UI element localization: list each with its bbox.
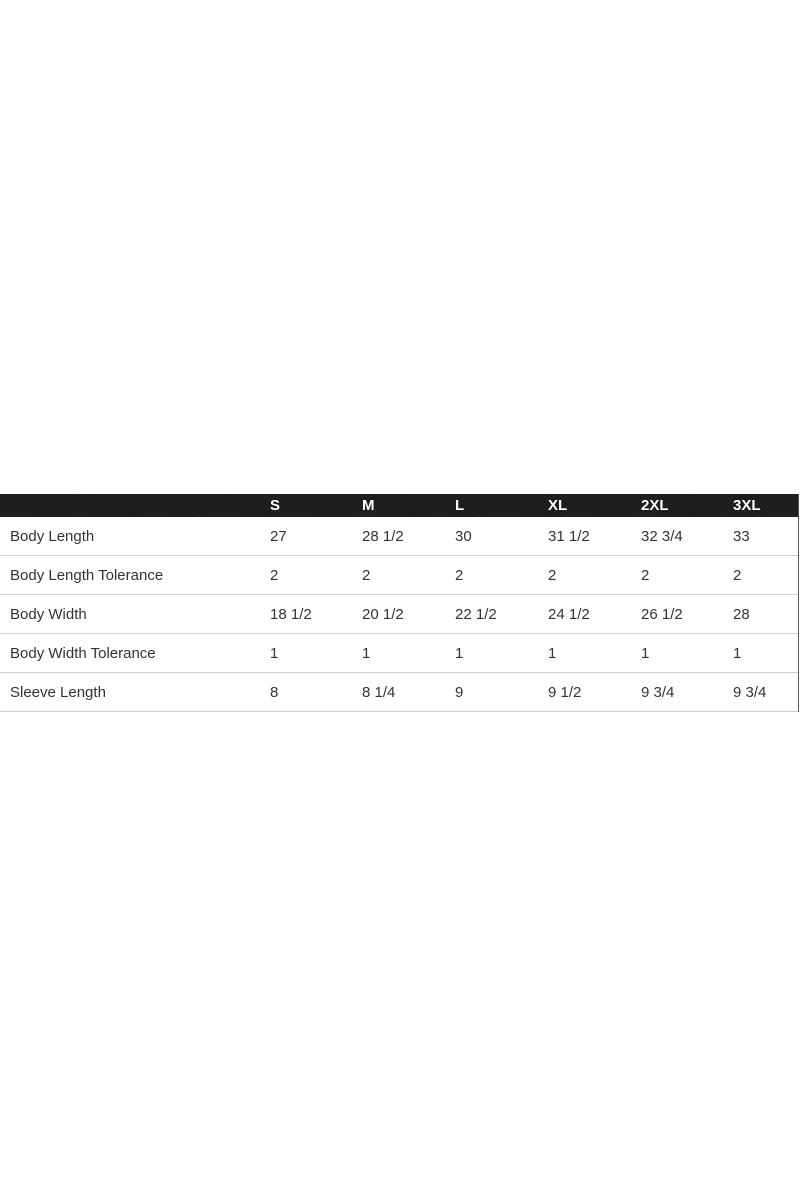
cell-value: 1 xyxy=(548,645,557,662)
cell-value: 1 xyxy=(362,645,371,662)
cell-value: 2 xyxy=(455,567,464,584)
cell-value: 27 xyxy=(270,528,287,545)
cell-value: 2 xyxy=(362,567,371,584)
cell-value: 1 xyxy=(733,645,742,662)
row-label: Body Width xyxy=(10,606,87,623)
table-row: Body Length 27 28 1/2 30 31 1/2 32 3/4 33 xyxy=(0,517,798,556)
table-row: Sleeve Length 8 8 1/4 9 9 1/2 9 3/4 9 3/4 xyxy=(0,673,798,712)
row-label: Body Length xyxy=(10,528,95,545)
table-row: Body Length Tolerance 2 2 2 2 2 2 xyxy=(0,556,798,595)
table-row: Body Width 18 1/2 20 1/2 22 1/2 24 1/2 26 1/2… xyxy=(0,595,798,634)
header-size-xl: XL xyxy=(548,497,568,514)
cell-value: 1 xyxy=(270,645,279,662)
cell-value: 32 3/4 xyxy=(641,528,683,545)
cell-value: 20 1/2 xyxy=(362,606,404,623)
table-header: S M L XL 2XL 3XL xyxy=(0,494,798,517)
cell-value: 22 1/2 xyxy=(455,606,497,623)
cell-value: 33 xyxy=(733,528,750,545)
cell-value: 24 1/2 xyxy=(548,606,590,623)
header-size-3xl: 3XL xyxy=(733,497,761,514)
size-chart-table: S M L XL 2XL 3XL Body Length 27 28 1/2 30 31 1/2 3… xyxy=(0,494,799,712)
cell-value: 28 xyxy=(733,606,750,623)
cell-value: 30 xyxy=(455,528,472,545)
cell-value: 1 xyxy=(641,645,650,662)
cell-value: 8 1/4 xyxy=(362,684,396,701)
cell-value: 9 3/4 xyxy=(733,684,767,701)
row-label: Body Width Tolerance xyxy=(10,645,156,662)
cell-value: 2 xyxy=(641,567,650,584)
cell-value: 26 1/2 xyxy=(641,606,683,623)
header-size-l: L xyxy=(455,497,465,514)
row-label: Body Length Tolerance xyxy=(10,567,164,584)
cell-value: 9 1/2 xyxy=(548,684,582,701)
cell-value: 2 xyxy=(733,567,742,584)
cell-value: 18 1/2 xyxy=(270,606,312,623)
header-size-2xl: 2XL xyxy=(641,497,669,514)
cell-value: 8 xyxy=(270,684,279,701)
cell-value: 31 1/2 xyxy=(548,528,590,545)
header-size-m: M xyxy=(362,497,375,514)
cell-value: 1 xyxy=(455,645,464,662)
cell-value: 2 xyxy=(270,567,279,584)
cell-value: 9 3/4 xyxy=(641,684,675,701)
table-row: Body Width Tolerance 1 1 1 1 1 1 xyxy=(0,634,798,673)
cell-value: 2 xyxy=(548,567,557,584)
header-size-s: S xyxy=(270,497,281,514)
cell-value: 28 1/2 xyxy=(362,528,404,545)
row-label: Sleeve Length xyxy=(10,684,106,701)
cell-value: 9 xyxy=(455,684,464,701)
